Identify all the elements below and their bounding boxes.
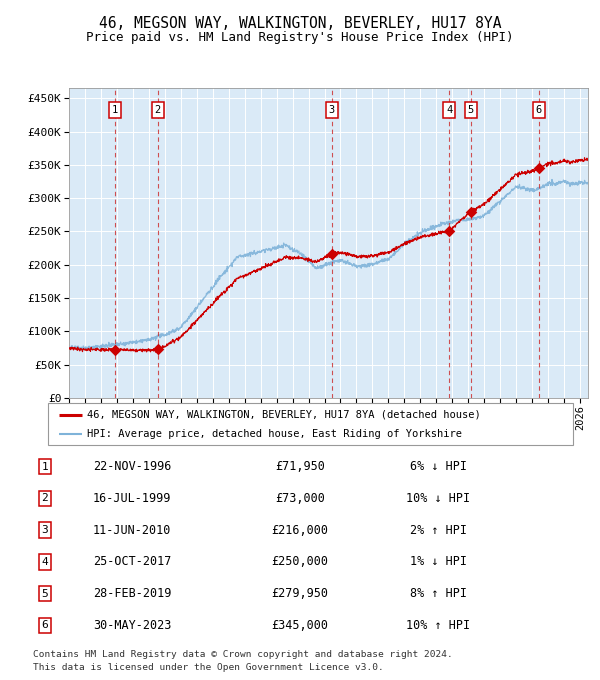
Text: 6: 6 <box>536 105 542 115</box>
Point <box>110 345 120 356</box>
Text: 2% ↑ HPI: 2% ↑ HPI <box>409 524 467 537</box>
Text: 10% ↓ HPI: 10% ↓ HPI <box>406 492 470 505</box>
Text: 2: 2 <box>41 494 49 503</box>
Text: 25-OCT-2017: 25-OCT-2017 <box>93 556 171 568</box>
Text: 5: 5 <box>467 105 474 115</box>
Point <box>327 249 337 260</box>
Text: 2: 2 <box>155 105 161 115</box>
Text: 46, MEGSON WAY, WALKINGTON, BEVERLEY, HU17 8YA: 46, MEGSON WAY, WALKINGTON, BEVERLEY, HU… <box>99 16 501 31</box>
Text: 1% ↓ HPI: 1% ↓ HPI <box>409 556 467 568</box>
Text: 22-NOV-1996: 22-NOV-1996 <box>93 460 171 473</box>
Text: 4: 4 <box>41 557 49 567</box>
Text: 3: 3 <box>329 105 335 115</box>
Text: 10% ↑ HPI: 10% ↑ HPI <box>406 619 470 632</box>
Text: Contains HM Land Registry data © Crown copyright and database right 2024.: Contains HM Land Registry data © Crown c… <box>33 649 453 659</box>
Text: £250,000: £250,000 <box>271 556 329 568</box>
Text: 4: 4 <box>446 105 452 115</box>
Text: 30-MAY-2023: 30-MAY-2023 <box>93 619 171 632</box>
Text: This data is licensed under the Open Government Licence v3.0.: This data is licensed under the Open Gov… <box>33 663 384 673</box>
Text: £345,000: £345,000 <box>271 619 329 632</box>
Point <box>153 344 163 355</box>
Text: £73,000: £73,000 <box>275 492 325 505</box>
Text: 6: 6 <box>41 620 49 630</box>
Point <box>445 226 454 237</box>
Text: 1: 1 <box>112 105 118 115</box>
Text: 8% ↑ HPI: 8% ↑ HPI <box>409 587 467 600</box>
Text: 28-FEB-2019: 28-FEB-2019 <box>93 587 171 600</box>
Point <box>534 163 544 173</box>
Text: 3: 3 <box>41 525 49 535</box>
Point <box>466 206 476 217</box>
Text: 6% ↓ HPI: 6% ↓ HPI <box>409 460 467 473</box>
Text: Price paid vs. HM Land Registry's House Price Index (HPI): Price paid vs. HM Land Registry's House … <box>86 31 514 44</box>
Text: £71,950: £71,950 <box>275 460 325 473</box>
Text: £216,000: £216,000 <box>271 524 329 537</box>
Text: 1: 1 <box>41 462 49 472</box>
Text: £279,950: £279,950 <box>271 587 329 600</box>
Text: 5: 5 <box>41 589 49 598</box>
Text: HPI: Average price, detached house, East Riding of Yorkshire: HPI: Average price, detached house, East… <box>88 429 463 439</box>
Text: 11-JUN-2010: 11-JUN-2010 <box>93 524 171 537</box>
Text: 46, MEGSON WAY, WALKINGTON, BEVERLEY, HU17 8YA (detached house): 46, MEGSON WAY, WALKINGTON, BEVERLEY, HU… <box>88 409 481 420</box>
Text: 16-JUL-1999: 16-JUL-1999 <box>93 492 171 505</box>
